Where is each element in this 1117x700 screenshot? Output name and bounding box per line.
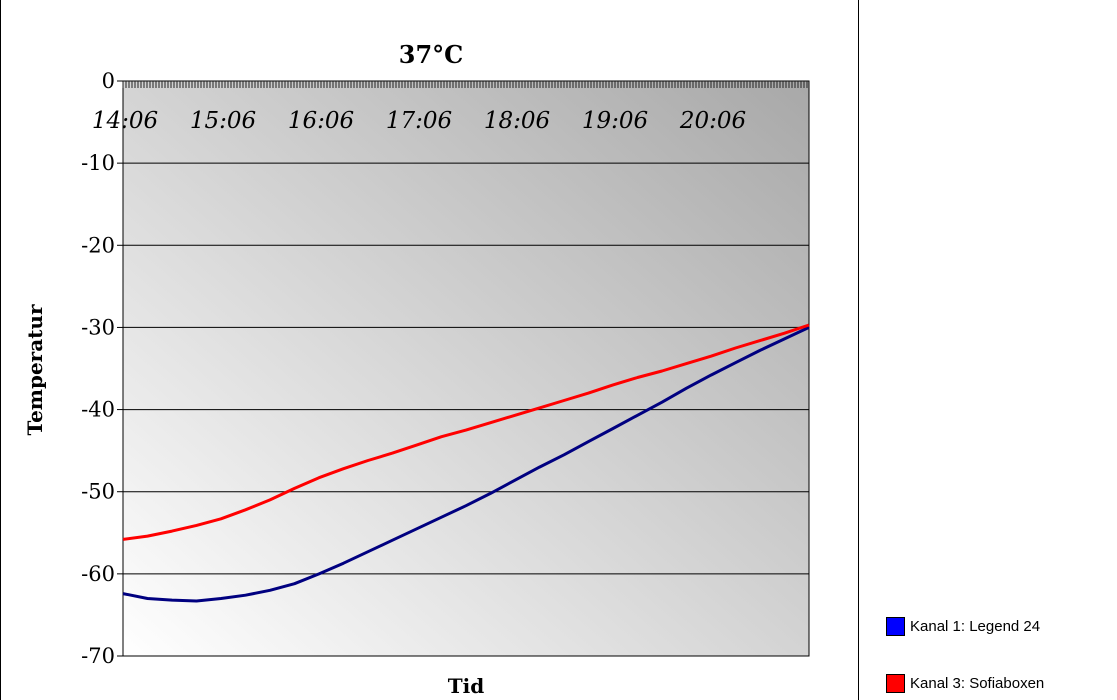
x-tick-label: 17:06 [386, 108, 452, 134]
legend-swatch-kanal-1 [886, 617, 905, 636]
y-axis-title: Temperatur [23, 304, 47, 435]
y-tick-label: -50 [81, 480, 115, 504]
legend-item-kanal-3: Kanal 3: Sofiaboxen [886, 674, 1044, 693]
x-axis-title: Tid [448, 674, 484, 698]
legend-item-kanal-1: Kanal 1: Legend 24 [886, 617, 1040, 636]
x-tick-label: 14:06 [92, 108, 158, 134]
x-tick-marks [122, 81, 808, 88]
x-tick-label: 19:06 [582, 108, 648, 134]
x-tick-label: 18:06 [484, 108, 550, 134]
chart-title: 37°C [399, 40, 464, 69]
y-tick-label: -60 [81, 562, 115, 586]
line-chart: 0 -10 -20 -30 -40 -50 -60 -70 14:06 15:06 16:06 17… [23, 40, 810, 698]
y-tick-label: -30 [81, 315, 115, 339]
series-line-kanal-1 [122, 326, 810, 603]
y-tick-label: -10 [81, 151, 115, 175]
x-tick-label: 20:06 [679, 108, 746, 134]
x-tick-label: 16:06 [288, 108, 354, 134]
y-tick-label: -40 [81, 398, 115, 422]
plot-area [122, 80, 810, 657]
y-tick-label: -70 [81, 644, 115, 668]
chart-frame: 0 -10 -20 -30 -40 -50 -60 -70 14:06 15:06 16:06 17… [0, 0, 859, 700]
legend-label-kanal-1: Kanal 1: Legend 24 [910, 618, 1041, 635]
legend-label-kanal-3: Kanal 3: Sofiaboxen [910, 675, 1045, 692]
x-tick-label: 15:06 [190, 108, 256, 134]
y-tick-label: 0 [102, 69, 115, 93]
y-tick-label: -20 [81, 233, 115, 257]
series-line-kanal-3 [122, 323, 810, 541]
legend-swatch-kanal-3 [886, 674, 905, 693]
